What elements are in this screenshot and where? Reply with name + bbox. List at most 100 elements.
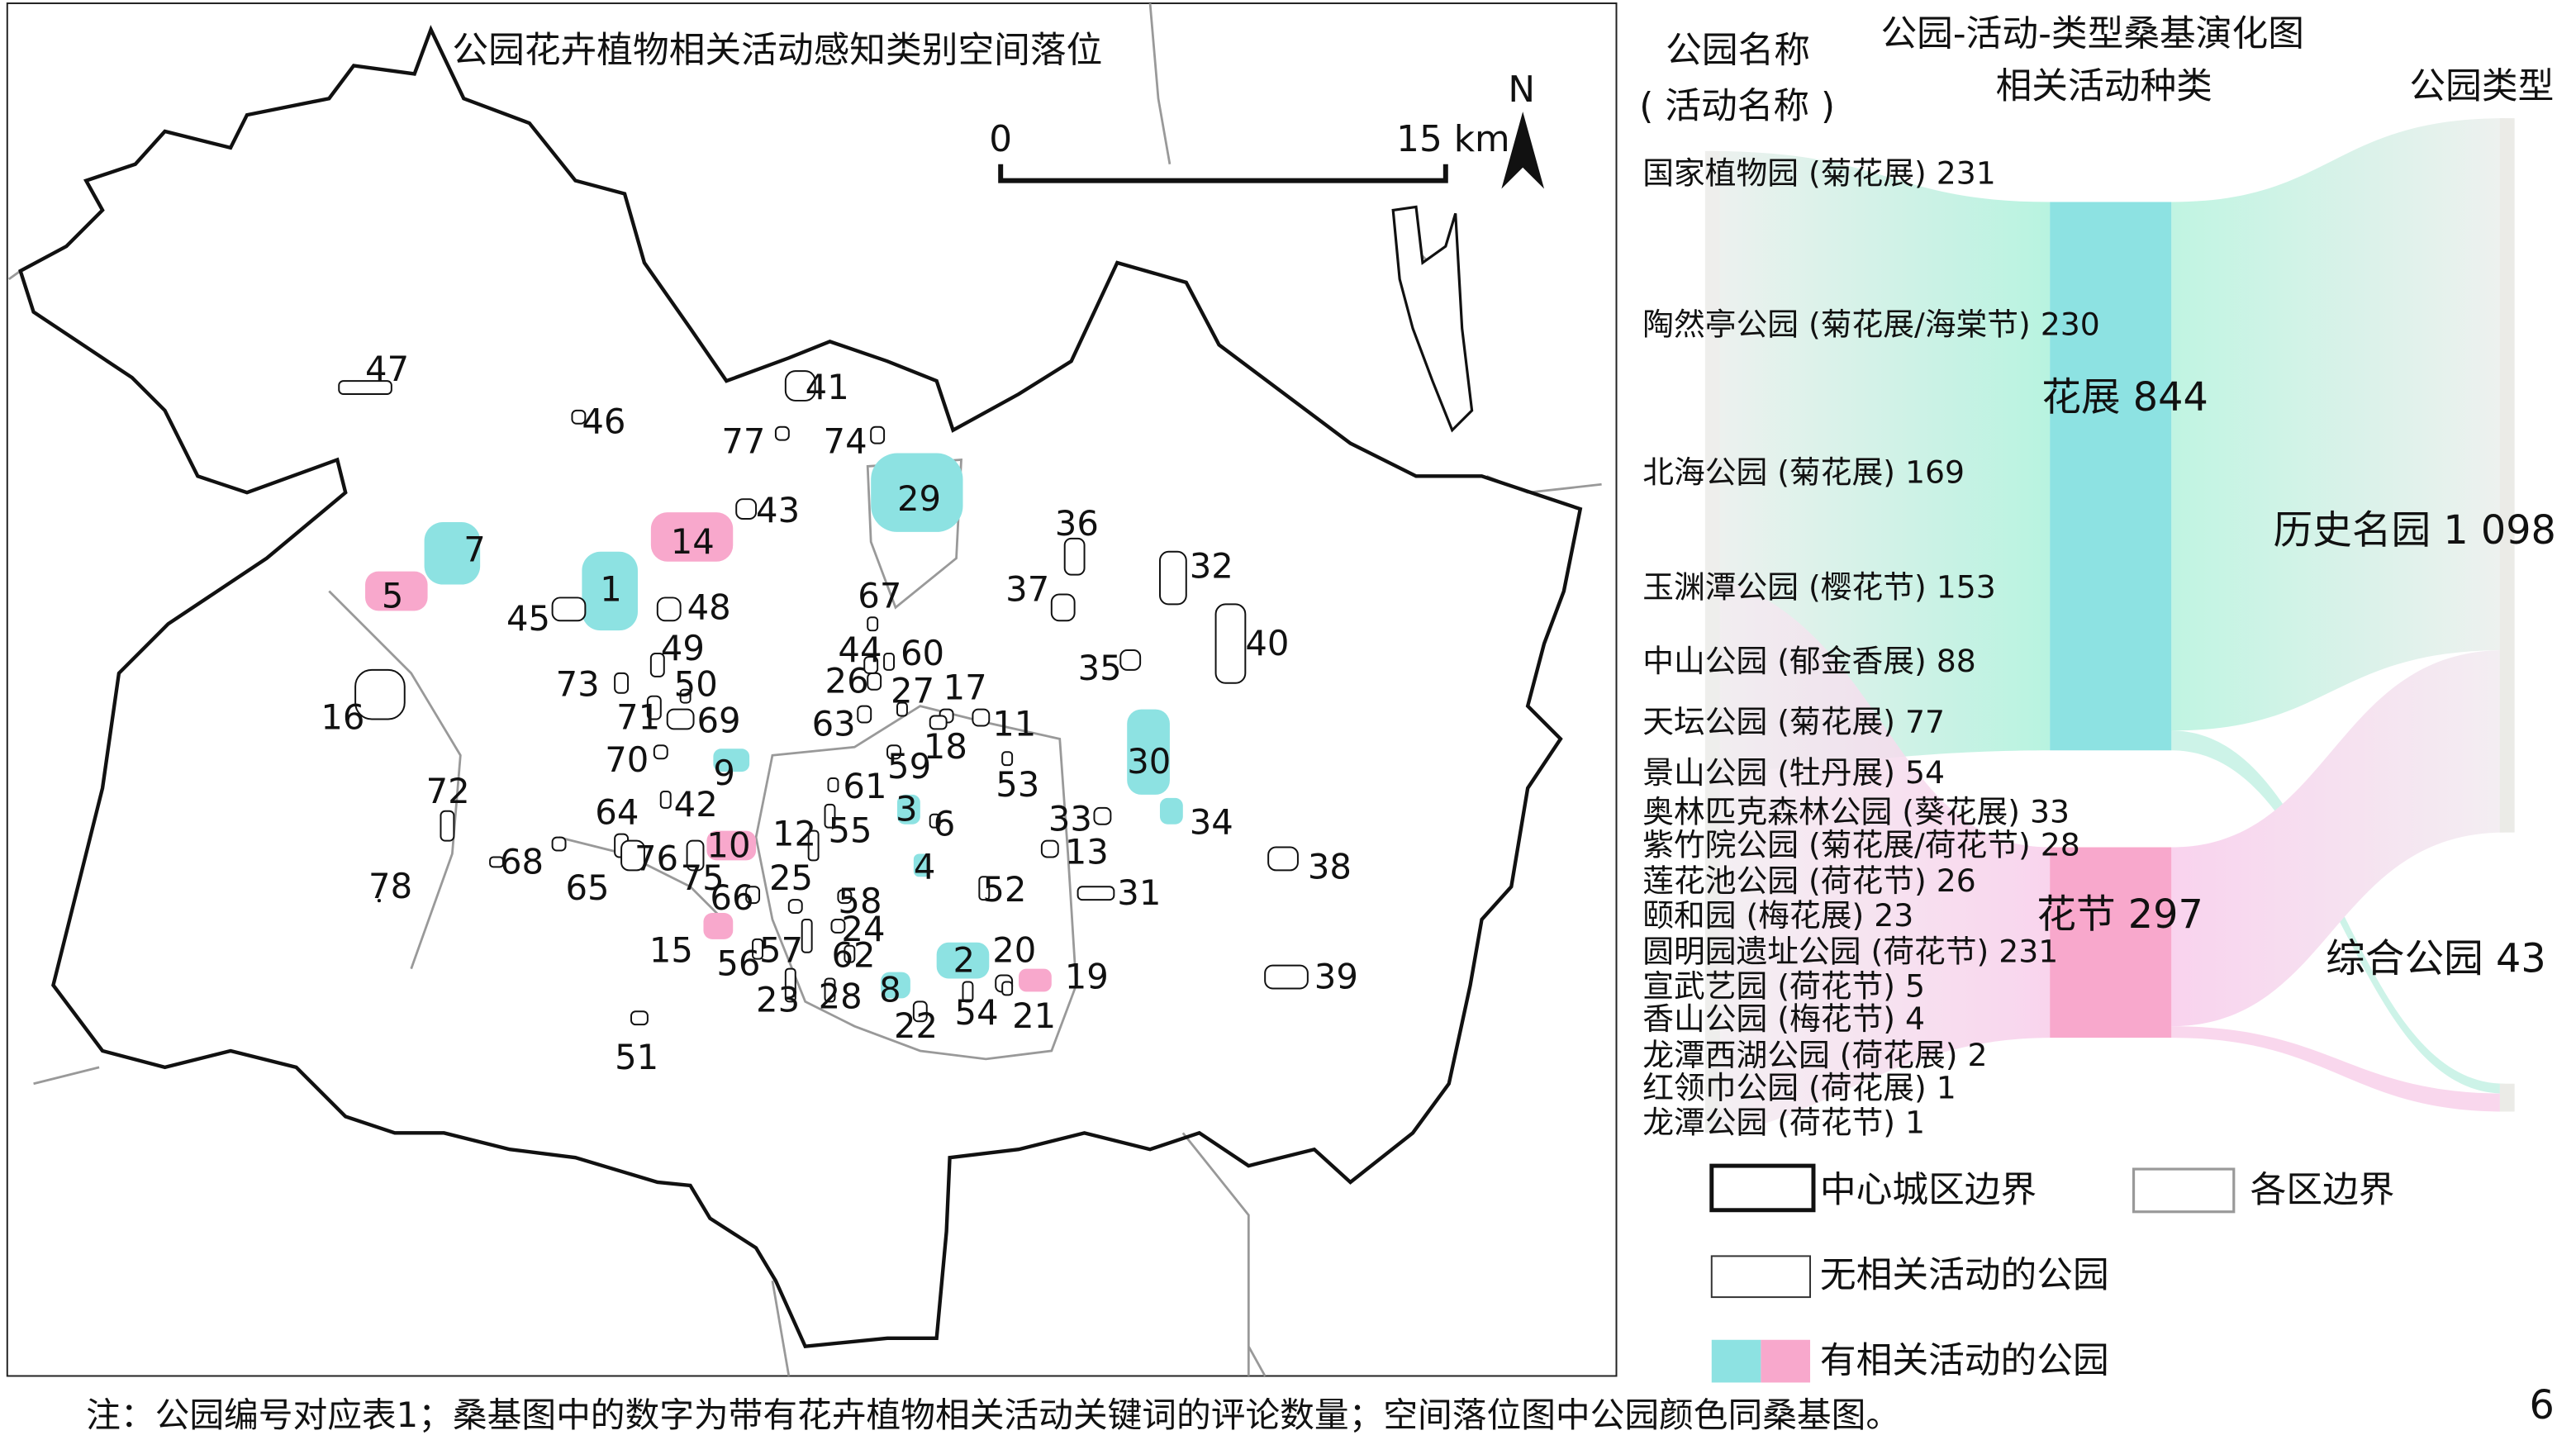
sankey-park-label: 景山公园 (牡丹展) 54: [1642, 754, 1945, 791]
park-number-label: 10: [706, 825, 750, 865]
park-number-label: 43: [756, 490, 800, 530]
flow-exhibition-to-historic: [2171, 118, 2505, 731]
park-shape-58: [837, 889, 853, 905]
park-number-label: 23: [756, 979, 800, 1019]
legend-with-activity-label: 有相关活动的公园: [1820, 1340, 2109, 1382]
park-shape-9: [713, 749, 750, 772]
flow-festival-to-historic: [2171, 650, 2505, 1027]
park-number-label: 65: [566, 867, 610, 908]
park-number-label: 73: [556, 664, 600, 705]
park-shape-6: [929, 813, 941, 829]
park-number-label: 75: [681, 858, 725, 898]
park-shape-73: [614, 672, 630, 694]
park-shape-54: [962, 981, 974, 1003]
sankey-park-label: 北海公园 (菊花展) 169: [1642, 454, 1965, 490]
node-flower-exhibition: [2050, 202, 2172, 751]
sankey-park-label: 国家植物园 (菊花展) 231: [1642, 155, 1996, 192]
park-number-label: 12: [772, 814, 816, 854]
park-shape-38: [1267, 846, 1299, 872]
figure-note: 注：公园编号对应表1；桑基图中的数字为带有花卉植物相关活动关键词的评论数量；空间…: [86, 1395, 1900, 1435]
park-number-label: 1: [600, 568, 622, 609]
park-number-label: 77: [721, 421, 765, 462]
node-general-park: [2499, 1083, 2515, 1112]
park-number-label: 35: [1078, 648, 1122, 688]
park-number-label: 30: [1127, 741, 1171, 782]
park-number-label: 34: [1190, 802, 1233, 843]
park-shape-34: [1159, 797, 1183, 825]
park-number-label: 61: [843, 766, 886, 806]
legend-core-boundary-swatch: [1709, 1163, 1816, 1213]
park-shape-23: [784, 967, 796, 1003]
sankey-park-label: 宣武艺园 (荷花节) 5: [1642, 967, 1925, 1004]
legend-district-boundary-label: 各区边界: [2250, 1169, 2395, 1211]
park-shape-19: [1019, 968, 1052, 992]
column-right-header: 公园类型: [2409, 65, 2554, 107]
park-number-label: 32: [1190, 546, 1233, 587]
park-shape-29: [871, 453, 963, 532]
park-shape-40: [1214, 603, 1247, 684]
park-number-label: 4: [914, 846, 936, 886]
park-number-label: 49: [661, 628, 705, 668]
park-shape-75: [686, 839, 705, 872]
scale-end: 15 km: [1396, 118, 1509, 160]
park-shape-74: [870, 425, 886, 444]
page-number: 6: [2530, 1383, 2555, 1428]
park-shape-53: [1001, 751, 1014, 767]
node-historic-garden: [2499, 118, 2515, 833]
park-number-label: 42: [674, 784, 718, 825]
park-number-label: 68: [500, 841, 544, 882]
park-shape-45: [551, 596, 587, 622]
park-number-label: 5: [382, 575, 404, 615]
park-number-label: 24: [841, 909, 885, 949]
park-shape-66: [745, 886, 761, 905]
park-shape-12: [807, 829, 820, 862]
park-shape-36: [1063, 537, 1086, 576]
column-middle-header: 相关活动种类: [1996, 65, 2212, 107]
park-number-label: 2: [953, 940, 976, 981]
park-number-label: 66: [710, 877, 753, 918]
park-number-label: 7: [463, 530, 486, 570]
sankey-park-label: 天坛公园 (菊花展) 77: [1642, 703, 1945, 739]
park-number-label: 25: [769, 858, 813, 898]
park-number-label: 11: [992, 703, 1036, 744]
park-number-label: 70: [605, 739, 649, 780]
park-shape-15: [703, 913, 734, 939]
park-shape-8: [881, 972, 910, 999]
park-shape-52: [978, 876, 991, 901]
park-number-label: 22: [894, 1005, 938, 1046]
legend-exhibition-swatch: [1711, 1339, 1761, 1383]
park-number-label: 36: [1055, 503, 1099, 544]
park-shape-70: [653, 744, 668, 760]
sankey-park-label: 玉渊潭公园 (樱花节) 153: [1642, 568, 1996, 605]
park-number-label: 13: [1065, 831, 1109, 872]
park-shape-51: [630, 1010, 649, 1026]
park-number-label: 69: [697, 700, 741, 740]
park-shape-72: [440, 810, 455, 842]
park-shape-46: [571, 409, 587, 425]
park-number-label: 19: [1065, 956, 1109, 996]
sankey-park-label: 红领巾公园 (荷花展) 1: [1642, 1070, 1956, 1106]
flow-festival-to-general: [2171, 1026, 2505, 1112]
sankey-park-label: 紫竹院公园 (菊花展/荷花节) 28: [1642, 826, 2079, 863]
park-shape-13: [1040, 839, 1059, 858]
park-shape-60: [883, 653, 896, 671]
sankey-panel: 公园-活动-类型桑基演化图 公园名称 ( 活动名称 ) 相关活动种类 公园类型 …: [1639, 13, 2556, 1141]
park-shape-26: [867, 672, 882, 691]
park-shape-55: [824, 803, 836, 829]
park-number-label: 33: [1048, 799, 1092, 839]
park-shape-50: [679, 688, 692, 704]
park-shape-61: [827, 777, 839, 792]
park-shape-27: [896, 701, 908, 717]
park-number-label: 3: [896, 789, 918, 829]
park-labels: 国家植物园 (菊花展) 231 陶然亭公园 (菊花展/海棠节) 230 北海公园 (…: [1642, 155, 2099, 1141]
park-number-label: 8: [879, 969, 901, 1010]
node-label-flower-festival: 花节 297: [2037, 892, 2203, 938]
scale-bar: 0 15 km: [989, 118, 1510, 183]
park-number-label: 74: [824, 421, 867, 462]
park-shape-59: [886, 744, 901, 760]
north-arrow-icon: [1501, 112, 1545, 189]
park-shape-44: [863, 655, 879, 674]
park-shape-69: [666, 708, 695, 730]
